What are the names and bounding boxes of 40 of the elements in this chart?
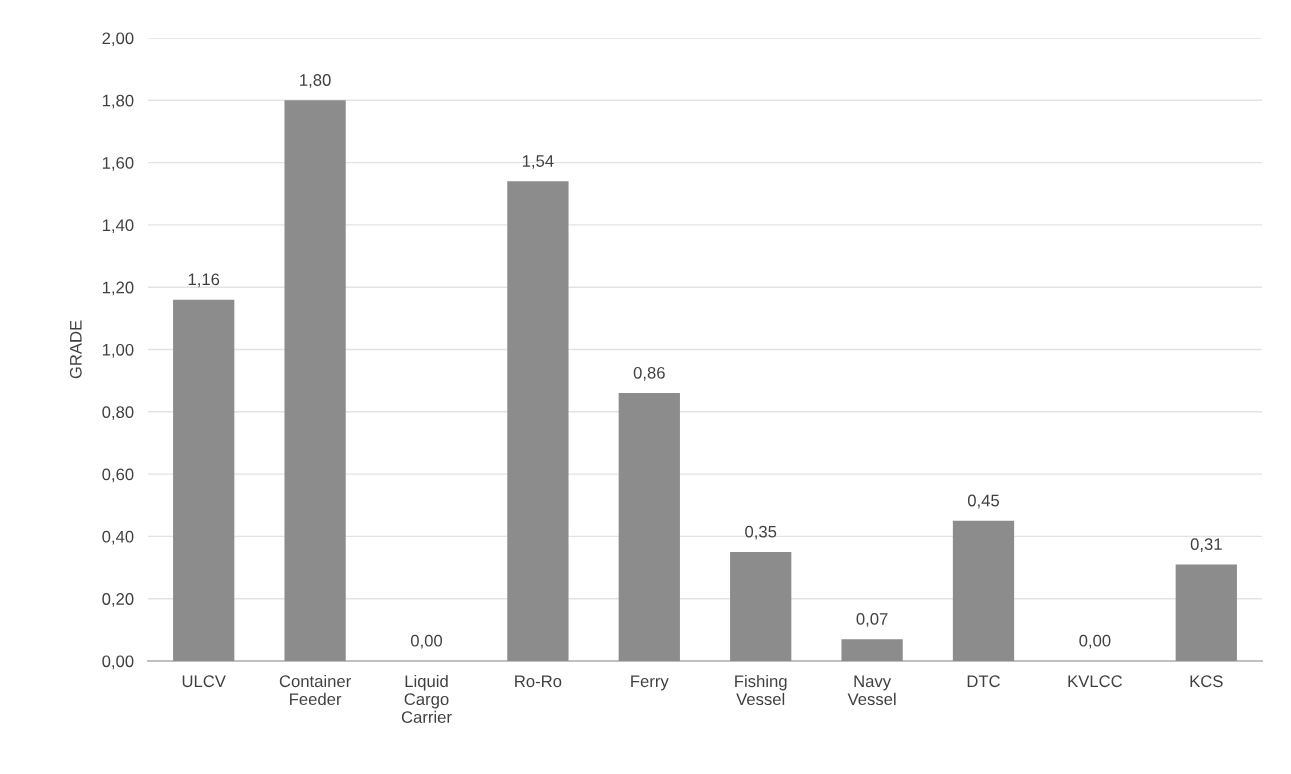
x-tick-label: Liquid Cargo Carrier [401, 674, 452, 724]
x-tick-label: DTC [967, 675, 1000, 688]
bar [730, 551, 792, 661]
bar [841, 639, 903, 661]
data-label: 1,80 [300, 74, 331, 88]
x-tick-label: Fishing Vessel [735, 674, 787, 706]
data-label: 1,54 [522, 155, 554, 169]
data-label: 0,31 [1190, 538, 1222, 552]
data-label: 0,35 [745, 525, 777, 540]
y-tick-label: 0,20 [102, 593, 134, 607]
data-label: 0,00 [410, 634, 443, 649]
y-tick-label: 1,00 [102, 343, 134, 358]
y-tick-label: 1,80 [102, 94, 134, 109]
y-tick-label: 0,40 [102, 530, 134, 545]
data-label: 0,86 [633, 366, 665, 381]
x-tick-label: ULCV [182, 675, 226, 688]
x-tick-label: Navy Vessel [847, 675, 896, 706]
y-tick-label: 1,60 [102, 157, 134, 171]
bar [284, 100, 346, 661]
y-tick-label: 0,60 [102, 468, 134, 483]
y-tick-label: 1,40 [102, 219, 134, 234]
bar [618, 393, 680, 661]
x-tick-label: KVLCC [1068, 675, 1123, 688]
data-label: 0,45 [967, 494, 1000, 509]
y-tick-label: 0,00 [102, 655, 134, 670]
data-label: 0,00 [1079, 634, 1111, 649]
bar [507, 181, 569, 661]
data-label: 1,16 [188, 273, 220, 288]
y-tick-label: 1,20 [102, 281, 134, 296]
x-tick-label: Container Feeder [279, 674, 351, 706]
bar [173, 299, 235, 661]
x-tick-label: Ferry [631, 675, 669, 691]
x-tick-label: KCS [1190, 675, 1223, 688]
y-tick-label: 2,00 [102, 32, 134, 47]
bar [1175, 564, 1237, 661]
y-tick-label: 0,80 [102, 406, 134, 420]
y-axis-title: GRADE [69, 320, 82, 379]
bar [952, 520, 1015, 661]
data-label: 0,07 [856, 612, 888, 627]
x-tick-label: Ro-Ro [515, 675, 562, 688]
